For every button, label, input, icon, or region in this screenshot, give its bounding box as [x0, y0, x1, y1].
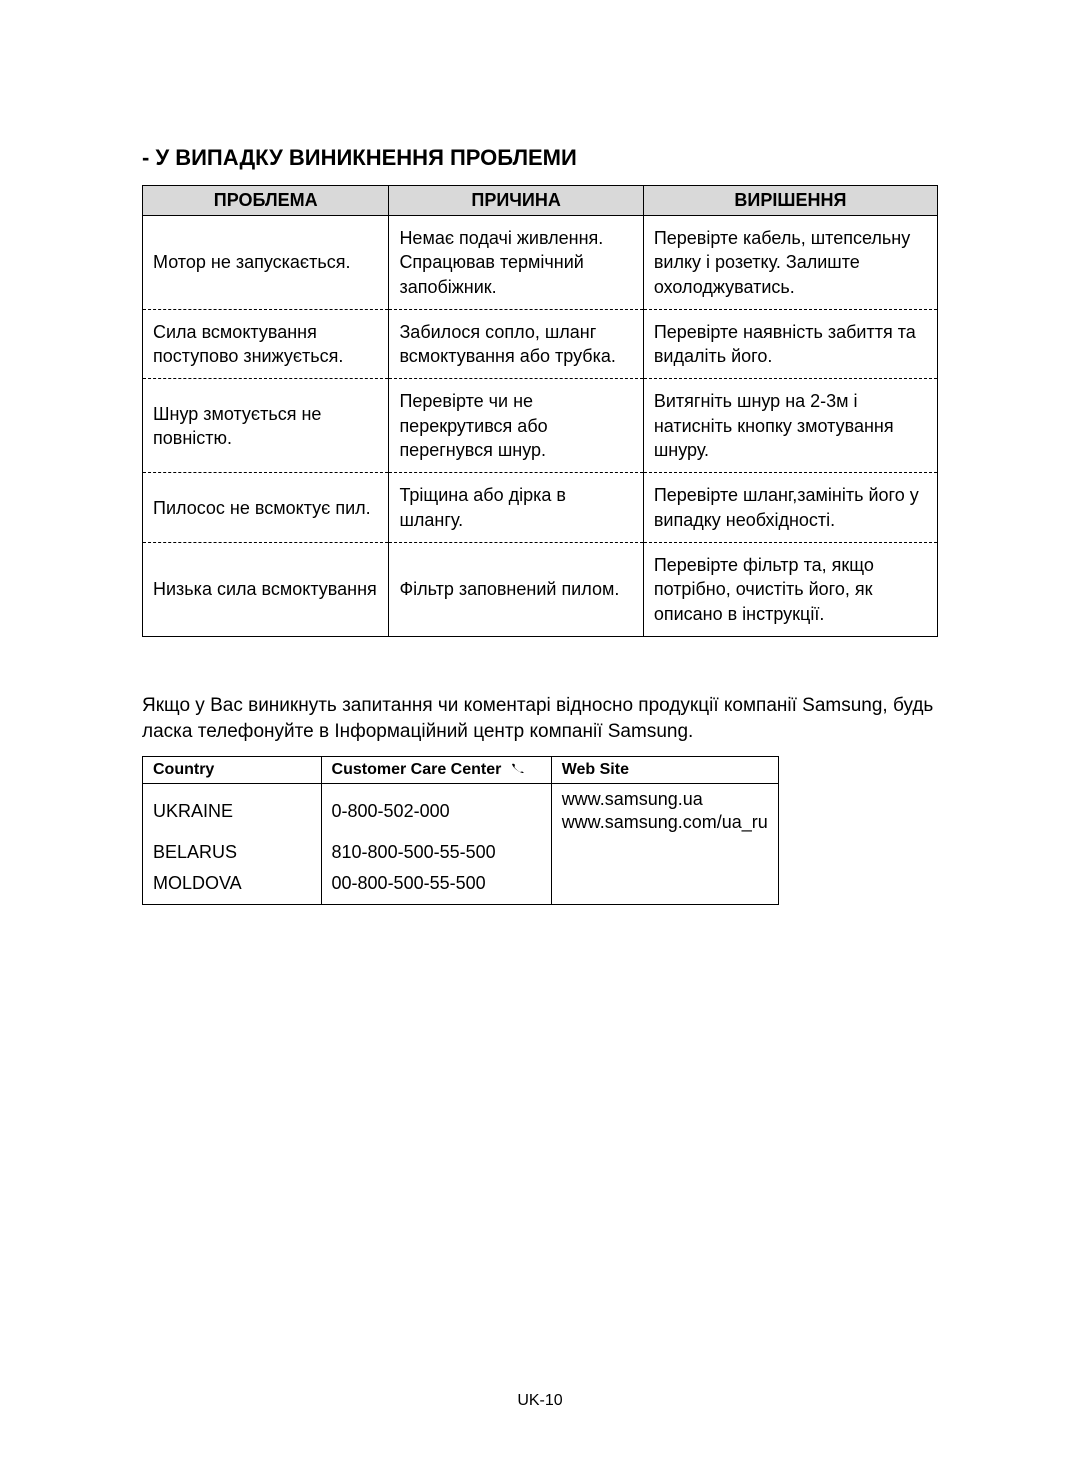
cell-country: MOLDOVA [143, 868, 322, 905]
cell-solution: Перевірте наявність забиття та видаліть … [643, 309, 937, 379]
page-number: UK-10 [0, 1392, 1080, 1410]
cell-solution: Перевірте кабель, штепсельну вилку і роз… [643, 216, 937, 310]
table-row: Пилосос не всмоктує пил. Тріщина або дір… [143, 473, 938, 543]
cell-problem: Шнур змотується не повністю. [143, 379, 389, 473]
contact-row: BELARUS 810-800-500-55-500 [143, 837, 779, 868]
troubleshoot-table: ПРОБЛЕМА ПРИЧИНА ВИРІШЕННЯ Мотор не запу… [142, 185, 938, 637]
cell-solution: Витягніть шнур на 2-3м і натисніть кнопк… [643, 379, 937, 473]
cell-solution: Перевірте шланг,замініть його у випадку … [643, 473, 937, 543]
cell-cause: Немає подачі живлення. Спрацював термічн… [389, 216, 643, 310]
cell-cause: Забилося сопло, шланг всмоктування або т… [389, 309, 643, 379]
table-row: Низька сила всмоктування Фільтр заповнен… [143, 542, 938, 636]
table-row: Шнур змотується не повністю. Перевірте ч… [143, 379, 938, 473]
contact-row: UKRAINE 0-800-502-000 www.samsung.ua www… [143, 784, 779, 838]
cell-care: 0-800-502-000 [321, 784, 551, 838]
page-title: - У ВИПАДКУ ВИНИКНЕННЯ ПРОБЛЕМИ [142, 145, 938, 171]
cell-web: www.samsung.ua www.samsung.com/ua_ru [551, 784, 778, 838]
cell-care: 810-800-500-55-500 [321, 837, 551, 868]
cell-web [551, 868, 778, 905]
cell-country: UKRAINE [143, 784, 322, 838]
th-country: Country [143, 757, 322, 784]
th-cause: ПРИЧИНА [389, 186, 643, 216]
contact-row: MOLDOVA 00-800-500-55-500 [143, 868, 779, 905]
cell-country: BELARUS [143, 837, 322, 868]
cell-web [551, 837, 778, 868]
phone-icon [510, 761, 526, 779]
cell-solution: Перевірте фільтр та, якщо потрібно, очис… [643, 542, 937, 636]
th-care: Customer Care Center [321, 757, 551, 784]
cell-cause: Тріщина або дірка в шлангу. [389, 473, 643, 543]
th-care-label: Customer Care Center [332, 761, 502, 778]
cell-problem: Мотор не запускається. [143, 216, 389, 310]
cell-problem: Пилосос не всмоктує пил. [143, 473, 389, 543]
table-row: Сила всмоктування поступово знижується. … [143, 309, 938, 379]
table-row: Мотор не запускається. Немає подачі живл… [143, 216, 938, 310]
cell-care: 00-800-500-55-500 [321, 868, 551, 905]
th-web: Web Site [551, 757, 778, 784]
th-problem: ПРОБЛЕМА [143, 186, 389, 216]
cell-cause: Фільтр заповнений пилом. [389, 542, 643, 636]
cell-problem: Низька сила всмоктування [143, 542, 389, 636]
intro-paragraph: Якщо у Вас виникнуть запитання чи комент… [142, 693, 938, 746]
cell-problem: Сила всмоктування поступово знижується. [143, 309, 389, 379]
contact-table: Country Customer Care Center Web Site UK… [142, 756, 779, 905]
th-solution: ВИРІШЕННЯ [643, 186, 937, 216]
cell-cause: Перевірте чи не перекрутився або перегну… [389, 379, 643, 473]
